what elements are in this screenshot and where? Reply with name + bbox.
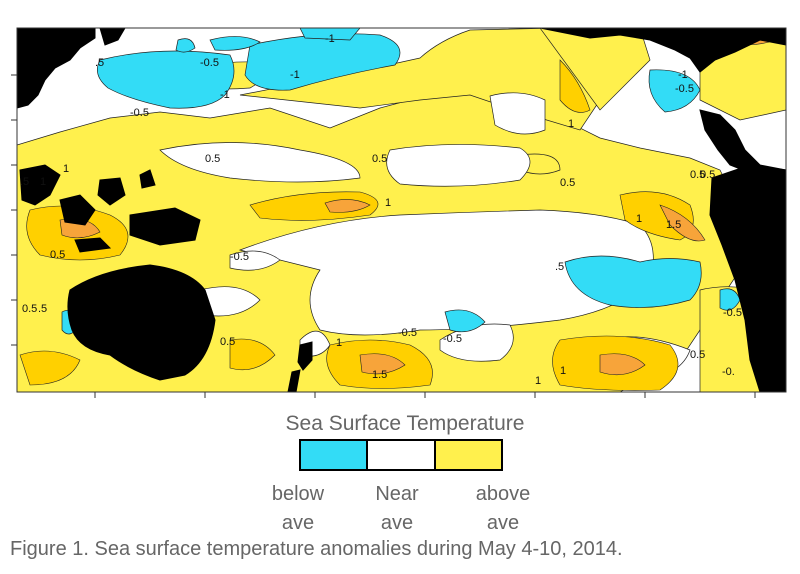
contour-label: 0.5	[372, 153, 387, 165]
contour-label: 1.5	[666, 219, 681, 231]
japan-landmass	[99, 28, 126, 46]
contour-label: 1	[636, 213, 642, 225]
contour-label: 1.5	[372, 369, 387, 381]
land-masses	[17, 28, 786, 392]
contour-label: -1	[220, 89, 230, 101]
contour-label: 1	[63, 163, 69, 175]
below-average-regions	[61, 28, 741, 335]
indonesia-islands	[19, 164, 201, 253]
south-america-landmass	[709, 164, 786, 392]
asia-landmass	[17, 28, 96, 109]
contour-label: 0.5	[700, 169, 715, 181]
contour-label: 0.5	[205, 153, 220, 165]
axis-ticks	[11, 74, 756, 398]
contour-label: -0.5	[130, 107, 149, 119]
contour-label: -0.5	[230, 251, 249, 263]
contour-label: 1	[535, 375, 541, 387]
contour-labels: -1-0.5.5-1-1-0.51-0.5-1.50.5110.510.50.5…	[20, 33, 742, 387]
contour-label: -0.5	[200, 57, 219, 69]
contour-label: .5	[38, 303, 47, 315]
figure-caption: Figure 1. Sea surface temperature anomal…	[10, 538, 623, 560]
contour-label: 1	[40, 176, 46, 188]
contour-label: 0.5	[220, 336, 235, 348]
legend-label-above: above ave	[475, 483, 531, 534]
contour-label: 0.5	[690, 349, 705, 361]
contour-label: 0.5	[50, 249, 65, 261]
central-america	[699, 109, 786, 186]
contour-label: .5	[555, 261, 564, 273]
australia-landmass	[67, 264, 216, 381]
contour-label: -1	[325, 33, 335, 45]
contour-label: -1	[678, 69, 688, 81]
sst-anomaly-map: -1-0.5.5-1-1-0.51-0.5-1.50.5110.510.50.5…	[11, 27, 787, 398]
contour-label: 0.5	[22, 303, 37, 315]
contour-label: 1	[560, 365, 566, 377]
north-america-landmass	[539, 28, 786, 73]
legend-swatch-above	[434, 439, 503, 471]
contour-label: -0.5	[723, 307, 742, 319]
contour-label: -0.5	[443, 333, 462, 345]
legend-title: Sea Surface Temperature	[285, 412, 525, 435]
contour-label: -0.5	[675, 83, 694, 95]
contour-label: .5	[95, 57, 104, 69]
contour-label: -1	[290, 69, 300, 81]
contour-label: -0.5	[398, 327, 417, 339]
legend-label-near: Near ave	[375, 483, 419, 534]
legend-swatch-below	[299, 439, 368, 471]
contour-label: 0.5	[690, 169, 705, 181]
contour-label: 1	[385, 197, 391, 209]
legend-swatch-near	[366, 439, 436, 471]
contour-label: 0.5	[560, 177, 575, 189]
contour-label: 1	[568, 118, 574, 130]
contour-label: -0.	[722, 366, 735, 378]
contour-label: 1	[336, 337, 342, 349]
new-zealand	[287, 341, 313, 392]
contour-label: .5	[20, 176, 29, 188]
legend-label-below: below ave	[271, 483, 325, 534]
